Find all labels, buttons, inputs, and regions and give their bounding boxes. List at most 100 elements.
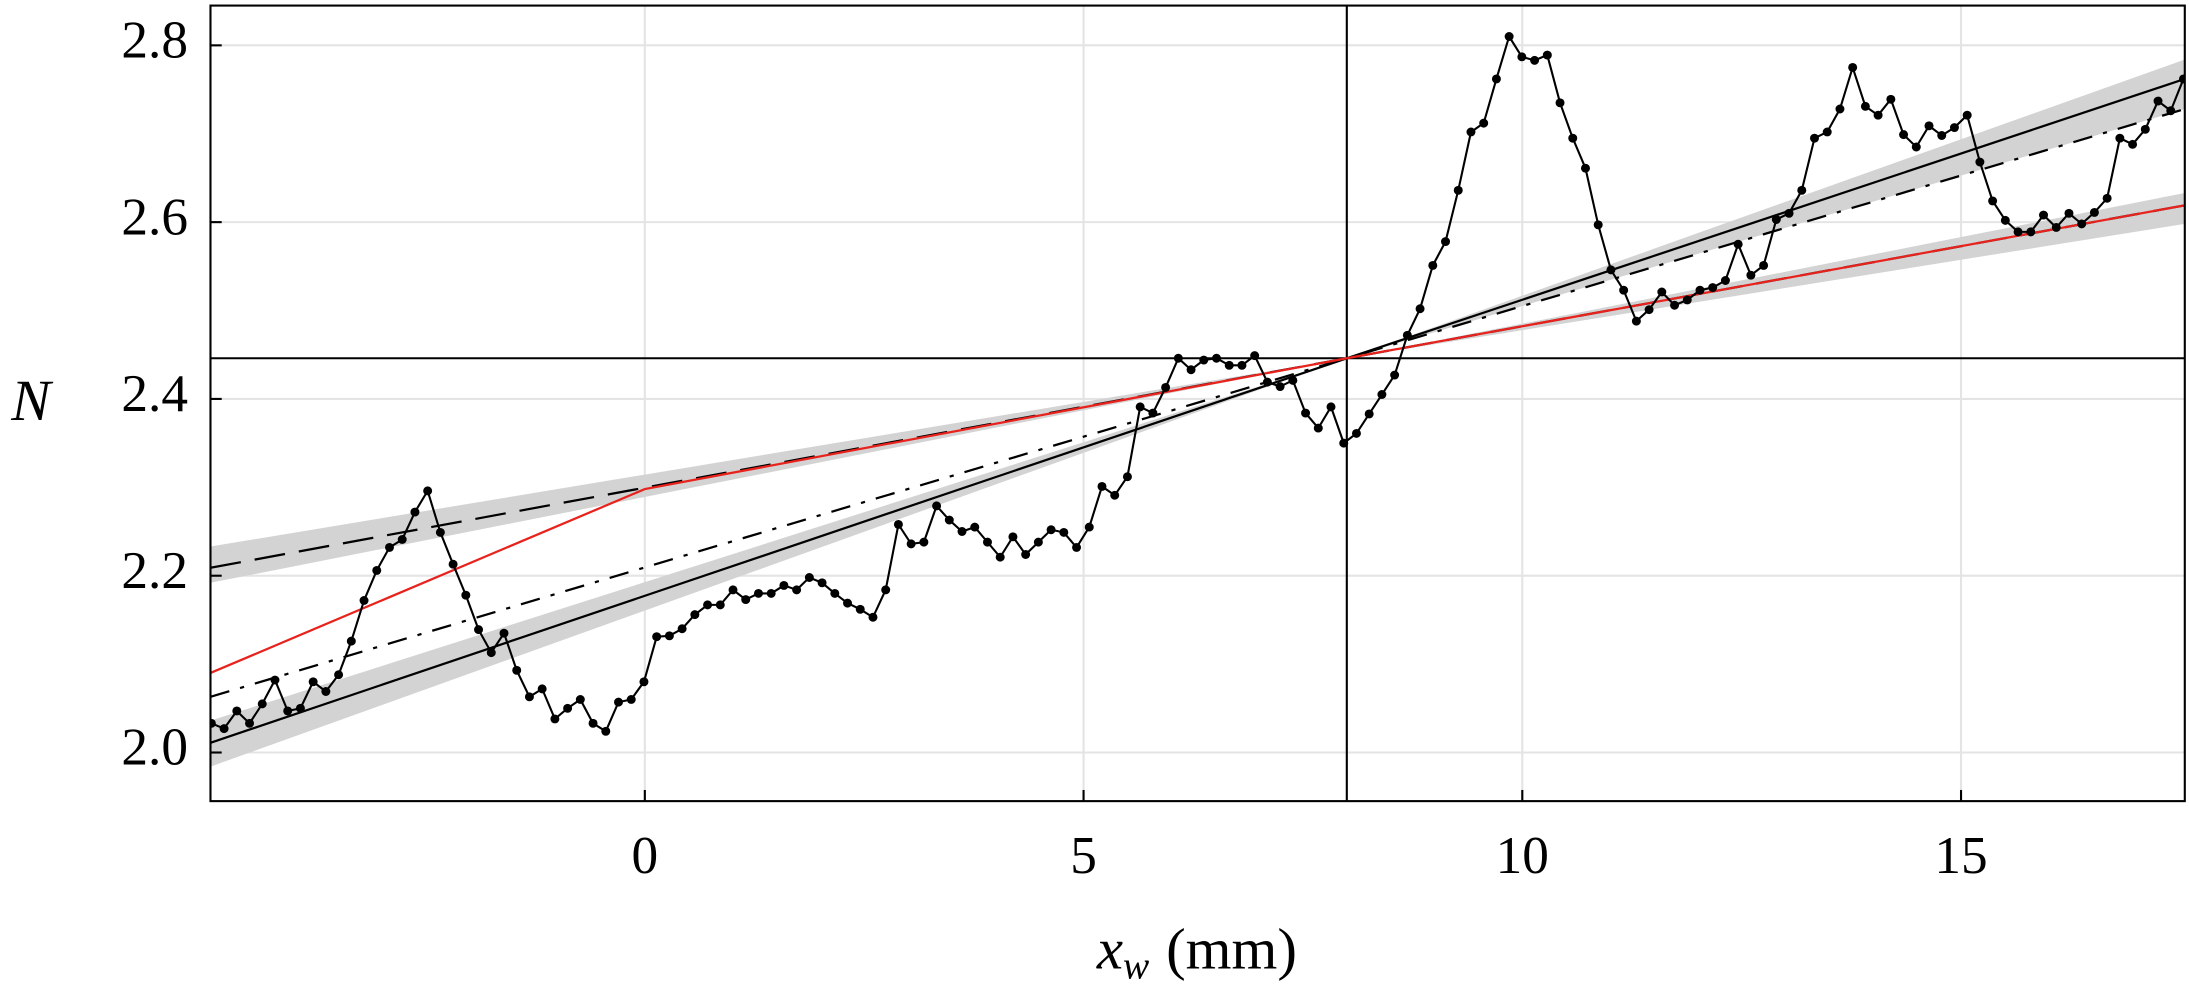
data-point [715, 600, 725, 610]
data-point [2128, 139, 2138, 149]
data-point [397, 535, 407, 544]
data-point [1237, 360, 1247, 370]
data-point [792, 585, 802, 595]
data-point [2140, 124, 2150, 134]
data-point [766, 588, 776, 598]
data-point [1224, 360, 1234, 370]
data-point [2115, 133, 2125, 143]
x-tick-label: 5 [1070, 827, 1097, 885]
data-point [1161, 382, 1171, 392]
data-point [1771, 215, 1781, 224]
data-point [1110, 490, 1120, 500]
data-point [1682, 295, 1692, 305]
x-tick-label: 15 [1934, 827, 1987, 885]
data-point [1339, 438, 1349, 448]
data-point [257, 699, 267, 709]
data-point [652, 632, 662, 642]
data-point [1097, 481, 1107, 491]
data-point [499, 628, 509, 638]
data-point [626, 695, 636, 704]
data-point [1135, 402, 1145, 412]
data-point [575, 695, 585, 704]
data-point [2013, 227, 2023, 237]
data-point [1580, 163, 1590, 173]
y-tick-label: 2.4 [121, 365, 188, 423]
data-point [664, 631, 674, 641]
data-point [779, 580, 789, 590]
data-point [1275, 382, 1285, 392]
data-point [448, 559, 458, 569]
data-point [982, 537, 992, 547]
y-tick-label: 2.8 [121, 12, 188, 70]
data-point [868, 612, 878, 622]
data-point [2153, 96, 2163, 106]
data-point [1810, 133, 1819, 143]
data-point [2089, 207, 2099, 217]
data-point [1848, 62, 1858, 72]
data-point [893, 519, 903, 529]
data-point [1822, 127, 1832, 137]
data-point [1377, 390, 1387, 399]
data-point [2102, 193, 2112, 203]
data-point [588, 718, 598, 728]
data-point [321, 687, 331, 696]
data-point [1670, 300, 1680, 310]
data-point [1415, 304, 1425, 314]
data-point [855, 604, 865, 614]
data-point [1326, 402, 1336, 412]
data-point [435, 527, 445, 537]
data-point [1975, 157, 1985, 167]
data-point [1491, 74, 1501, 84]
data-point [1199, 355, 1209, 365]
data-point [1631, 316, 1641, 326]
data-point [1733, 239, 1743, 249]
data-point [1084, 522, 1094, 532]
data-point [1364, 409, 1374, 419]
fit-line [210, 204, 2185, 674]
data-point [2000, 215, 2010, 225]
data-point [346, 636, 356, 646]
data-point [1708, 283, 1718, 293]
data-point [1008, 532, 1018, 542]
data-point [283, 706, 293, 716]
data-point [1695, 285, 1705, 295]
data-point [1593, 220, 1603, 230]
data-point [1835, 104, 1845, 114]
data-point [372, 565, 382, 575]
data-point [703, 600, 713, 610]
fit-line [210, 107, 2185, 698]
data-point [384, 542, 394, 552]
data-point [563, 703, 573, 713]
data-point [1021, 550, 1031, 559]
data-point [410, 507, 420, 517]
data-point [2026, 227, 2036, 237]
data-point [906, 539, 916, 549]
data-point [1059, 527, 1069, 537]
data-point [2077, 219, 2087, 229]
data-point [1784, 208, 1794, 218]
data-point [550, 714, 560, 724]
data-point [1720, 276, 1730, 285]
data-point [1555, 98, 1565, 108]
data-point [1644, 305, 1654, 315]
data-point [524, 692, 534, 702]
data-point [1301, 408, 1311, 418]
data-point [1886, 94, 1896, 104]
data-point [1351, 428, 1361, 438]
confidence-band [210, 59, 2185, 767]
data-point [1988, 196, 1998, 206]
data-point [423, 486, 433, 496]
plot-area [210, 5, 2185, 802]
data-point [308, 677, 318, 687]
data-point [919, 537, 929, 547]
data-point [359, 596, 369, 605]
data-point [1606, 265, 1616, 275]
x-label-unit: (mm) [1166, 917, 1297, 982]
data-point [1033, 537, 1043, 547]
data-point [2039, 210, 2049, 220]
x-axis-label: xw (mm) [1096, 917, 1297, 987]
data-point [1860, 101, 1870, 111]
data-point [677, 624, 687, 634]
